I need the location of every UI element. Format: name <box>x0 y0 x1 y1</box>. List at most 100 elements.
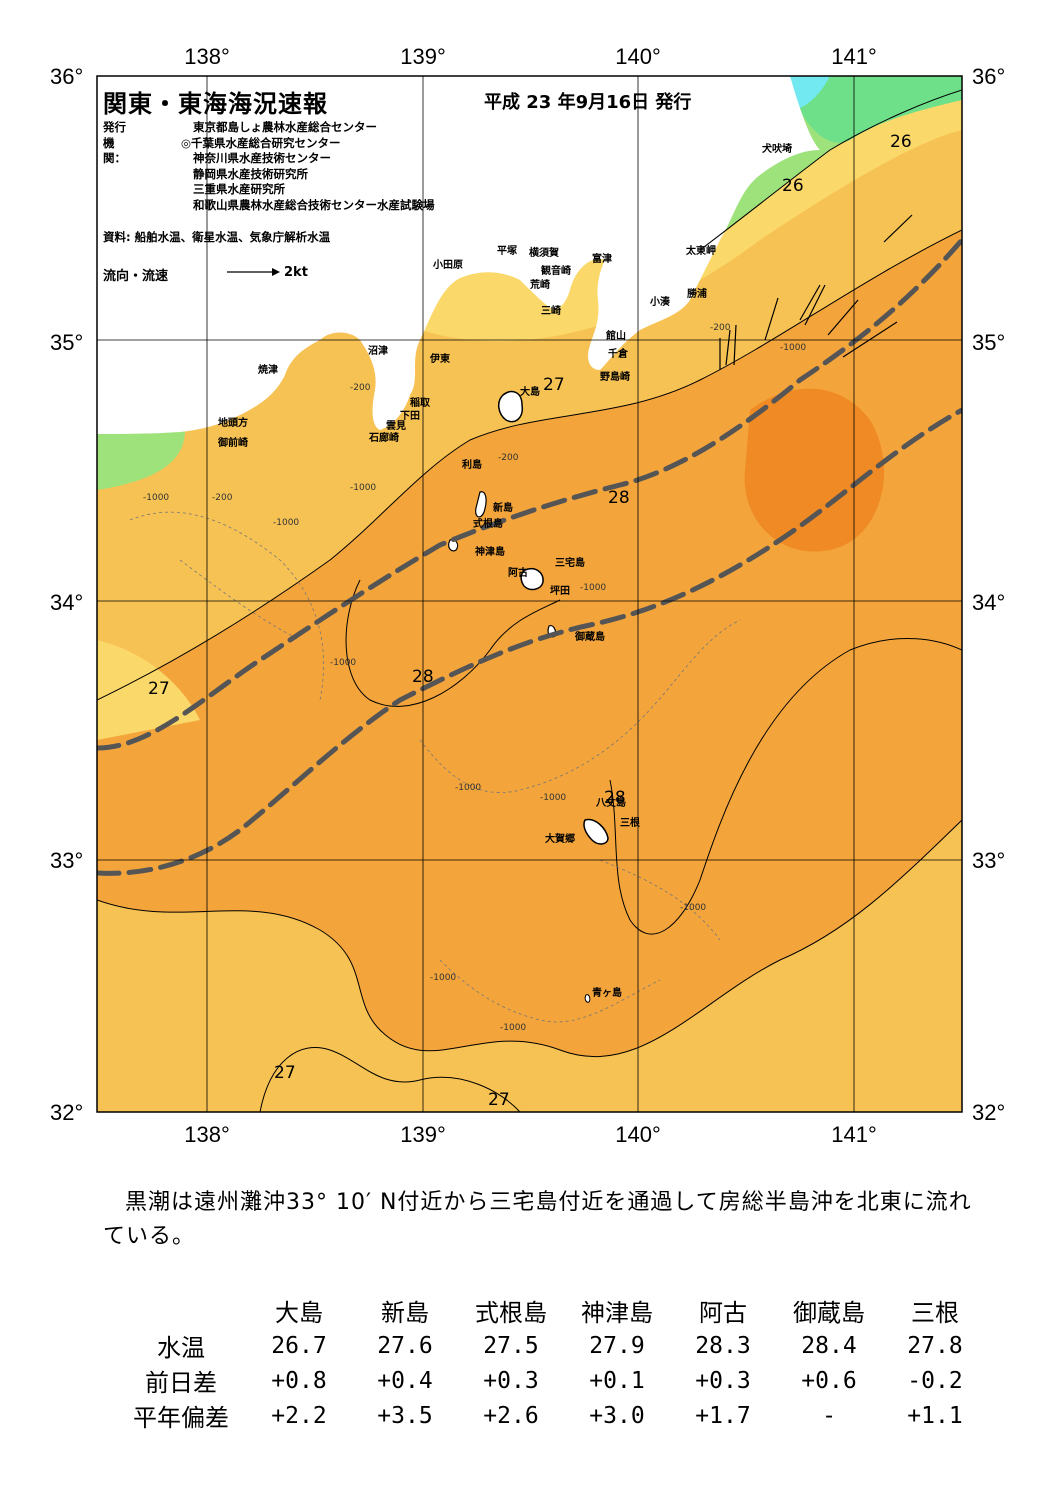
lon-label-bottom: 140° <box>615 1122 661 1147</box>
agency-item: 和歌山県農林水産総合技術センター水産試験場 <box>193 197 435 212</box>
depth-label: -1000 <box>540 793 566 803</box>
place-label: 千倉 <box>608 347 629 360</box>
station-header: 神津島 <box>581 1299 653 1327</box>
table-cell: +2.2 <box>271 1402 327 1429</box>
water-27-west <box>97 640 200 740</box>
depth-label: -1000 <box>780 343 806 353</box>
depth-label: -1000 <box>500 1023 526 1033</box>
place-label: 焼津 <box>258 363 278 376</box>
isotherm-labels: 26 26 27 28 28 27 28 27 27 <box>148 132 912 1110</box>
kuroshio-axis <box>97 237 962 876</box>
table-cell: +0.3 <box>695 1367 751 1394</box>
lon-label-top: 138° <box>184 44 230 69</box>
table-cell: - <box>822 1402 836 1429</box>
lat-label-left: 33° <box>50 848 83 873</box>
place-label: 小田原 <box>432 258 463 271</box>
table-cell: +0.3 <box>483 1367 539 1394</box>
lat-label-left: 36° <box>50 64 83 89</box>
depth-label: -200 <box>498 453 519 463</box>
lat-label-right: 34° <box>972 590 1005 615</box>
place-label: 下田 <box>400 410 420 422</box>
agency-label: 発行機関： <box>103 120 126 165</box>
place-label: 稲取 <box>410 396 431 409</box>
lat-label-right: 32° <box>972 1100 1005 1125</box>
place-label: 三崎 <box>541 304 561 317</box>
table-cell: +0.4 <box>377 1367 433 1394</box>
isotherm-label: 27 <box>488 1090 510 1110</box>
place-label: 阿古 <box>508 566 528 579</box>
lat-label-left: 35° <box>50 330 83 355</box>
place-labels: 大島 利島 新島 式根島 神津島 三宅島 阿古 坪田 御蔵島 八丈島 三根 大賀… <box>217 142 792 999</box>
lon-label-bottom: 139° <box>400 1122 446 1147</box>
oshima-island <box>498 390 524 423</box>
table-cell: -0.2 <box>907 1367 963 1394</box>
agency-item: ◎千葉県水産総合研究センター <box>181 135 341 150</box>
place-label: 観音崎 <box>541 264 571 277</box>
station-header: 新島 <box>381 1299 429 1327</box>
issue-date: 平成 23 年9月16日 発行 <box>484 92 692 113</box>
current-arrows <box>719 214 913 370</box>
place-label: 犬吠埼 <box>762 142 792 155</box>
depth-label: -1000 <box>455 783 481 793</box>
place-label: 野島崎 <box>600 370 630 383</box>
miyakejima-island <box>520 568 544 591</box>
station-header: 三根 <box>911 1299 959 1327</box>
lon-label-bottom: 141° <box>831 1122 877 1147</box>
graticule <box>97 76 962 1112</box>
row-label: 平年偏差 <box>133 1404 229 1432</box>
agency-list: 東京都島しょ農林水産総合センター ◎千葉県水産総合研究センター 神奈川県水産技術… <box>181 120 435 213</box>
table-cell: +1.7 <box>695 1402 751 1429</box>
place-label: 伊東 <box>429 352 450 365</box>
place-label: 三宅島 <box>555 556 585 569</box>
table-cell: +0.6 <box>801 1367 857 1394</box>
isotherm-label: 28 <box>604 788 626 808</box>
place-label: 石廊崎 <box>368 431 399 444</box>
station-header: 阿古 <box>699 1299 747 1327</box>
agency-item: 神奈川県水産技術センター <box>193 151 331 165</box>
table-row: 水温 26.7 27.6 27.5 27.9 28.3 28.4 27.8 <box>116 1328 988 1363</box>
table-corner <box>116 1293 246 1328</box>
place-label: 荒崎 <box>529 278 550 291</box>
longitude-labels: 138° 139° 140° 141° 138° 139° 140° 141° <box>184 44 877 1147</box>
place-label: 八丈島 <box>595 796 626 809</box>
table-header-row: 大島 新島 式根島 神津島 阿古 御蔵島 三根 <box>116 1293 988 1328</box>
place-label: 地頭方 <box>218 416 248 429</box>
water-25-zone <box>800 76 962 143</box>
depth-label: -1000 <box>143 493 169 503</box>
table-cell: +3.5 <box>377 1402 433 1429</box>
table-cell: +0.8 <box>271 1367 327 1394</box>
agency-item: 東京都島しょ農林水産総合センター <box>193 120 377 134</box>
honshu-land <box>97 76 820 434</box>
niijima-island <box>475 491 487 518</box>
place-label: 勝浦 <box>687 287 707 300</box>
map-frame <box>96 75 963 1113</box>
isotherm-label: 27 <box>148 679 170 699</box>
map-area <box>97 76 962 1112</box>
lon-label-top: 140° <box>615 44 661 69</box>
place-label: 御前崎 <box>217 436 248 449</box>
table-cell: 27.5 <box>483 1332 539 1359</box>
depth-label: -200 <box>212 493 233 503</box>
place-label: 青ヶ島 <box>592 986 622 999</box>
legend-label: 流向・流速 <box>103 269 169 284</box>
isotherm-label: 26 <box>890 132 912 152</box>
lon-label-top: 139° <box>400 44 446 69</box>
isotherms <box>97 89 962 1112</box>
station-header: 大島 <box>275 1299 323 1327</box>
isotherm-label: 28 <box>608 488 630 508</box>
depth-labels: -200 -1000 -200 -1000 -1000 -1000 -1000 … <box>143 323 806 1033</box>
place-label: 館山 <box>605 329 626 342</box>
place-label: 横須賀 <box>529 246 559 259</box>
place-label: 式根島 <box>473 517 503 530</box>
place-label: 三根 <box>620 816 640 829</box>
place-label: 平塚 <box>497 244 517 257</box>
water-28-5-zone <box>744 388 885 552</box>
lon-label-top: 141° <box>831 44 877 69</box>
lat-label-right: 35° <box>972 330 1005 355</box>
isotherm-label: 26 <box>782 176 804 196</box>
aogashima-island <box>584 994 591 1003</box>
table-cell: +1.1 <box>907 1402 963 1429</box>
place-label: 雲見 <box>386 420 406 432</box>
place-label: 大島 <box>520 385 540 398</box>
